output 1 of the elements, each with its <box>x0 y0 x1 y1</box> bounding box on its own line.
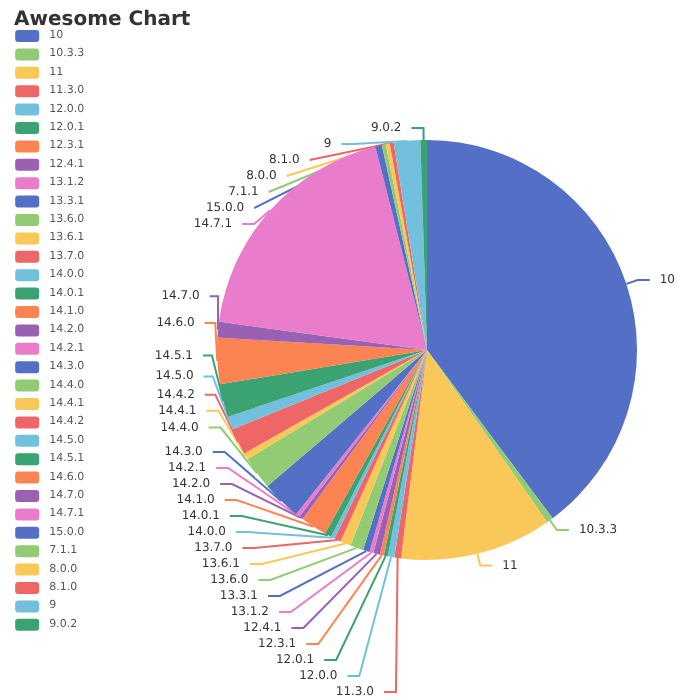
chart-title: Awesome Chart <box>14 9 191 31</box>
